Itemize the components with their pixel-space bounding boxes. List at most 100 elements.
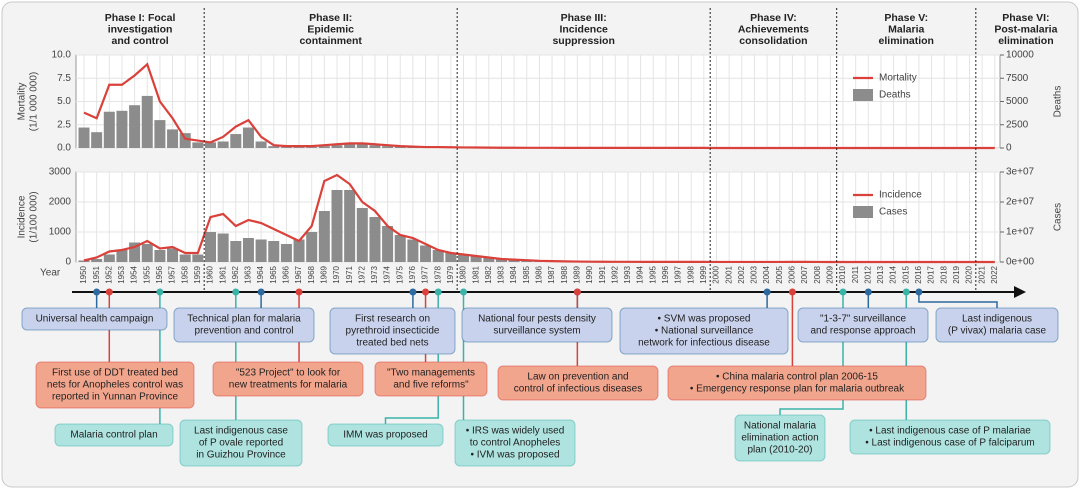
bar — [129, 105, 141, 148]
bar — [331, 145, 343, 148]
bar — [242, 127, 254, 148]
bar — [242, 238, 254, 262]
phase-title: consolidation — [739, 35, 807, 47]
x-tick-label: 1967 — [294, 265, 303, 283]
event-text: • SVM was proposed — [658, 314, 751, 325]
x-tick-label: 1974 — [383, 265, 392, 283]
event-text: • IRS was widely used — [466, 426, 565, 437]
bar — [306, 147, 318, 148]
y2-axis-label: Deaths — [1053, 86, 1064, 118]
event-text: IMM was proposed — [343, 430, 427, 441]
event-box — [327, 423, 444, 447]
event-text: nets for Anopheles control was — [47, 380, 183, 391]
x-tick-label: 2010 — [838, 265, 847, 283]
event-box — [54, 423, 174, 447]
event-marker — [409, 288, 417, 296]
legend-swatch — [853, 89, 873, 101]
phase-title: Phase V: — [884, 12, 928, 24]
event-text: First use of DDT treated bed — [52, 368, 178, 379]
event-text: "1-3-7" surveillance — [820, 314, 906, 325]
phase-title: Phase III: — [561, 12, 607, 24]
event-box — [849, 419, 1051, 455]
x-tick-label: 1993 — [623, 265, 632, 283]
y-tick-label: 0.0 — [57, 143, 71, 154]
event-marker — [232, 288, 240, 296]
x-tick-label: 2002 — [737, 265, 746, 283]
y-tick-label: 2000 — [49, 197, 72, 208]
x-tick-label: 1968 — [307, 265, 316, 283]
event-text: network for infectious disease — [638, 338, 770, 349]
bar — [458, 254, 469, 262]
bar — [192, 254, 204, 262]
x-tick-label: 1979 — [446, 265, 455, 283]
x-axis-label: Year — [40, 268, 61, 279]
event-marker — [257, 288, 265, 296]
bar — [344, 190, 356, 262]
bar — [167, 248, 179, 262]
bar — [293, 239, 305, 262]
line — [83, 173, 995, 264]
bar — [255, 141, 267, 148]
event-box — [173, 307, 315, 343]
event-text: in Guizhou Province — [196, 450, 286, 461]
phase-title: Epidemic — [307, 23, 354, 35]
x-tick-label: 1981 — [471, 265, 480, 283]
y-tick-label: 10.0 — [52, 50, 72, 61]
x-tick-label: 1965 — [269, 265, 278, 283]
bar — [280, 147, 292, 148]
x-tick-label: 2018 — [939, 265, 948, 283]
bar — [508, 259, 520, 262]
phase-title: Malaria — [888, 23, 924, 35]
x-tick-label: 2011 — [851, 265, 860, 283]
phase-title: Post-malaria — [994, 23, 1057, 35]
y2-tick-label: 7500 — [1006, 73, 1029, 84]
y-axis-label: Incidence — [17, 195, 28, 238]
event-box — [461, 307, 613, 343]
connector — [918, 292, 998, 308]
event-text: "Two managements — [387, 368, 475, 379]
y2-axis-label: Cases — [1053, 203, 1064, 231]
phase-title: Phase II: — [309, 12, 352, 24]
x-tick-label: 2022 — [990, 265, 999, 283]
x-tick-label: 2013 — [876, 265, 885, 283]
y2-tick-label: 10000 — [1006, 50, 1034, 61]
phase-title: and control — [112, 35, 169, 47]
event-marker — [460, 288, 467, 296]
event-text: (P vivax) malaria case — [948, 326, 1047, 337]
x-tick-label: 1960 — [206, 265, 215, 283]
event-text: surveillance system — [493, 326, 580, 337]
y2-tick-label: 2500 — [1006, 119, 1029, 130]
bar — [318, 211, 330, 262]
event-text: • Last indigenous case of P falciparum — [865, 438, 1035, 449]
x-tick-label: 1963 — [244, 265, 253, 283]
bar — [230, 241, 242, 262]
x-tick-label: 1973 — [370, 265, 379, 283]
y2-tick-label: 1e+07 — [1006, 227, 1035, 238]
bar — [167, 129, 179, 148]
bar — [344, 144, 356, 148]
event-box — [454, 419, 576, 467]
x-tick-label: 1983 — [497, 265, 506, 283]
x-tick-label: 1998 — [686, 265, 695, 283]
y-tick-label: 5.0 — [57, 96, 71, 107]
bar — [394, 235, 406, 262]
x-tick-label: 1952 — [104, 265, 113, 283]
x-tick-label: 1999 — [699, 265, 708, 283]
x-tick-label: 1976 — [408, 265, 417, 283]
event-text: National malaria — [744, 421, 817, 432]
bar — [356, 144, 368, 148]
event-box — [179, 419, 303, 467]
bar — [154, 120, 166, 148]
event-text: reported in Yunnan Province — [52, 392, 178, 403]
event-text: prevention and control — [195, 326, 294, 337]
x-tick-label: 1992 — [610, 265, 619, 283]
event-text: control of infectious diseases — [514, 384, 642, 395]
bar — [103, 254, 115, 262]
x-tick-label: 1988 — [560, 265, 569, 283]
event-text: • National surveillance — [655, 326, 754, 337]
event-box — [734, 414, 826, 462]
event-marker — [864, 288, 872, 296]
phase-title: elimination — [998, 35, 1053, 47]
event-marker — [105, 288, 113, 296]
legend-label: Deaths — [879, 90, 911, 101]
